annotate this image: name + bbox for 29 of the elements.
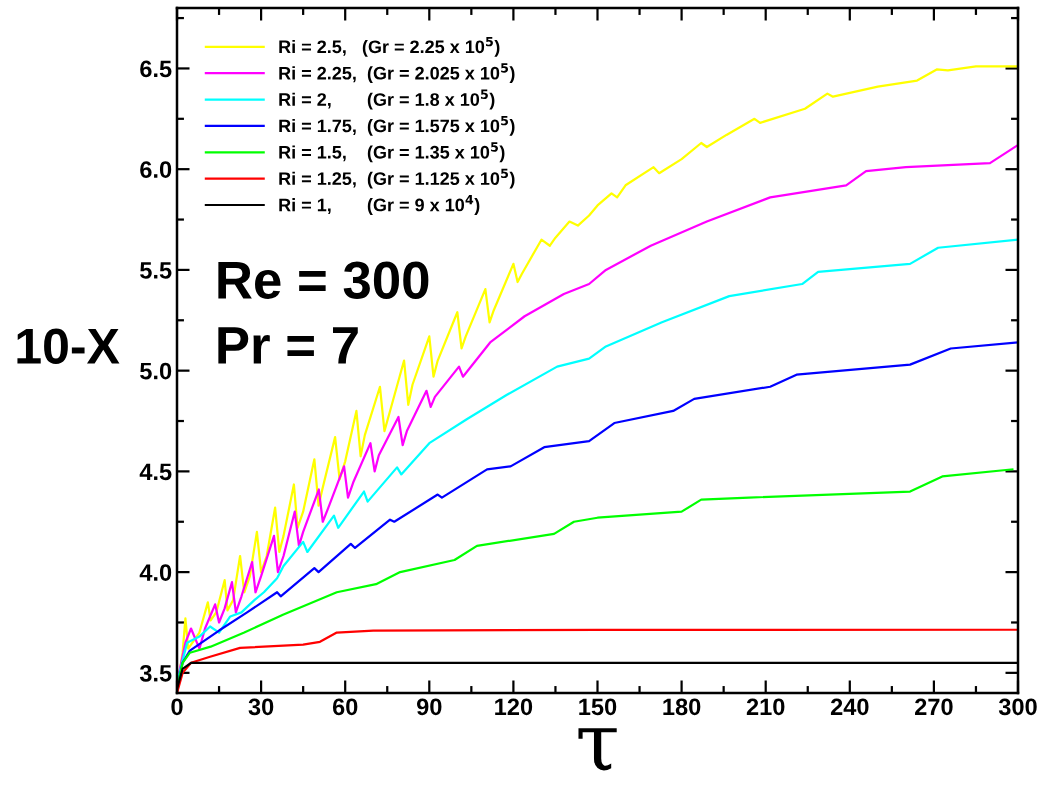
x-axis-title: τ (578, 728, 617, 771)
legend-label: Ri = 2, (Gr = 1.8 x 10$^{5}$) (279, 89, 495, 110)
x-tick-label: 270 (915, 698, 953, 716)
y-tick-label: 6.0 (140, 161, 172, 178)
x-tick-label: 0 (171, 698, 183, 716)
y-tick-label: 5.0 (140, 362, 172, 380)
y-tick-label: 6.5 (140, 60, 172, 78)
annotation: Pr = 7 (218, 327, 358, 364)
y-axis-title: 10-X (17, 328, 120, 364)
legend-label: Ri = 1.5, (Gr = 1.35 x 10$^{5}$) (279, 142, 505, 163)
legend-label: Ri = 2.5, (Gr = 2.25 x 10$^{5}$) (279, 36, 500, 57)
legend-label: Ri = 1, (Gr = 9 x 10$^{4}$) (279, 195, 480, 215)
x-tick-label: 150 (579, 698, 617, 716)
y-tick-label: 4.5 (139, 463, 172, 481)
x-tick-label: 180 (663, 698, 701, 716)
y-tick-label: 5.5 (140, 262, 172, 279)
x-tick-label: 30 (248, 698, 274, 716)
x-tick-label: 210 (746, 698, 785, 716)
annotation: Re = 300 (218, 261, 429, 299)
x-tick-label: 120 (495, 698, 533, 716)
x-tick-label: 240 (830, 698, 869, 716)
y-tick-label: 3.5 (139, 664, 172, 682)
x-tick-label: 60 (332, 698, 358, 716)
legend-label: Ri = 1.25, (Gr = 1.125 x 10$^{5}$) (279, 168, 515, 189)
y-tick-label: 4.0 (139, 564, 172, 581)
legend-label: Ri = 2.25, (Gr = 2.025 x 10$^{5}$) (279, 63, 515, 84)
legend-label: Ri = 1.75, (Gr = 1.575 x 10$^{5}$) (279, 115, 515, 136)
x-tick-label: 300 (998, 698, 1037, 716)
x-tick-label: 90 (416, 698, 442, 716)
